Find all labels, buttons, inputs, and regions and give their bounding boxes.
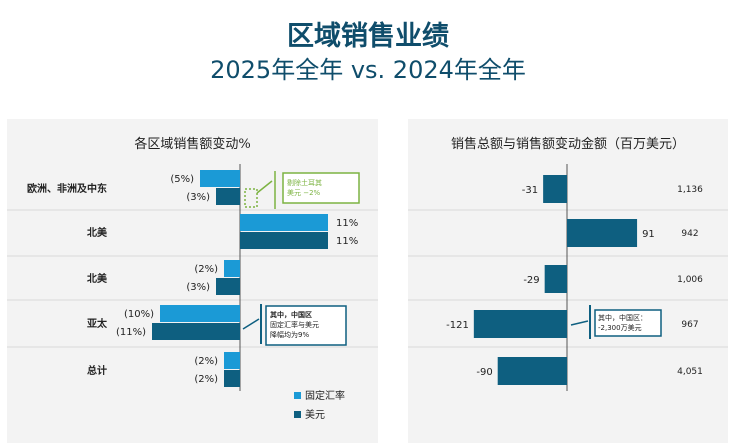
data-label: (11%) xyxy=(116,327,146,338)
bar-fixed xyxy=(224,260,240,277)
data-label: -29 xyxy=(523,275,539,286)
data-label: (3%) xyxy=(186,282,210,293)
amount-change-panel: 销售总额与销售额变动金额（百万美元） -31 1,136 91 942 -29 1,006… xyxy=(408,119,728,443)
annotation-text: 美元 −2% xyxy=(287,188,321,197)
annotation-text: 剔除土耳其 xyxy=(287,178,322,187)
annotation-text: 其中，中国区： xyxy=(598,313,647,322)
callout-line xyxy=(570,320,589,326)
amount-change-chart: -31 1,136 91 942 -29 1,006 -121 967 -90 4,051 其中，中… xyxy=(408,164,728,391)
total-label: 1,136 xyxy=(677,185,703,195)
annotation-box xyxy=(282,172,360,204)
data-label: 11% xyxy=(336,218,358,229)
category-label: 北美 xyxy=(87,226,108,239)
bar-amount xyxy=(543,175,567,203)
bar-usd xyxy=(240,232,328,249)
bar-amount xyxy=(544,265,567,293)
page-title: 区域销售业绩 xyxy=(287,21,449,52)
annotation-text: -2,300万美元 xyxy=(598,323,642,332)
bar-usd xyxy=(224,370,240,387)
total-label: 4,051 xyxy=(677,367,703,377)
bar-fixed xyxy=(160,305,240,322)
annotation-box xyxy=(265,305,347,346)
annotation-text: 其中，中国区 xyxy=(270,310,312,319)
bar-fixed xyxy=(200,170,240,187)
data-label: -121 xyxy=(446,320,469,331)
category-label: 总计 xyxy=(87,364,107,377)
callout-line xyxy=(242,318,260,330)
right-chart-title: 销售总额与销售额变动金额（百万美元） xyxy=(450,137,685,152)
category-label: 北美 xyxy=(87,272,108,285)
percent-change-panel: 各区域销售额变动% 欧洲、非洲及中东 (5%) (3%) 北美 11% 11% 北美 (2%)… xyxy=(7,119,378,443)
data-label: 91 xyxy=(642,229,655,240)
data-label: 11% xyxy=(336,236,358,247)
bar-usd xyxy=(152,323,240,340)
bar-fixed xyxy=(224,352,240,369)
total-label: 1,006 xyxy=(677,275,703,285)
data-label: -90 xyxy=(476,367,492,378)
total-label: 942 xyxy=(681,229,698,239)
bar-amount xyxy=(473,310,567,338)
bar-usd xyxy=(216,188,240,205)
bar-amount xyxy=(567,219,638,247)
annotation-box xyxy=(594,309,662,337)
legend-swatch xyxy=(294,411,301,418)
data-label: (3%) xyxy=(186,192,210,203)
annotation-text: 降幅均为9% xyxy=(270,330,309,339)
data-label: (10%) xyxy=(124,309,154,320)
annotation-text: 固定汇率与美元 xyxy=(270,320,319,329)
legend-label: 固定汇率 xyxy=(305,389,345,402)
category-label: 亚太 xyxy=(87,317,108,330)
bar-amount xyxy=(497,357,567,385)
highlight-box xyxy=(244,188,258,208)
left-chart-title: 各区域销售额变动% xyxy=(134,137,251,152)
data-label: (2%) xyxy=(194,374,218,385)
legend-label: 美元 xyxy=(305,408,325,421)
bar-fixed xyxy=(240,214,328,231)
category-label: 欧洲、非洲及中东 xyxy=(27,182,107,195)
data-label: (2%) xyxy=(194,264,218,275)
page-subtitle: 2025年全年 vs. 2024年全年 xyxy=(210,56,526,84)
data-label: (5%) xyxy=(170,174,194,185)
total-label: 967 xyxy=(681,320,698,330)
percent-change-chart: 欧洲、非洲及中东 (5%) (3%) 北美 11% 11% 北美 (2%) (3%) 亚太 (10%… xyxy=(7,164,378,421)
callout-line xyxy=(256,180,273,194)
data-label: (2%) xyxy=(194,356,218,367)
data-label: -31 xyxy=(522,185,538,196)
bar-usd xyxy=(216,278,240,295)
legend-swatch xyxy=(294,392,301,399)
